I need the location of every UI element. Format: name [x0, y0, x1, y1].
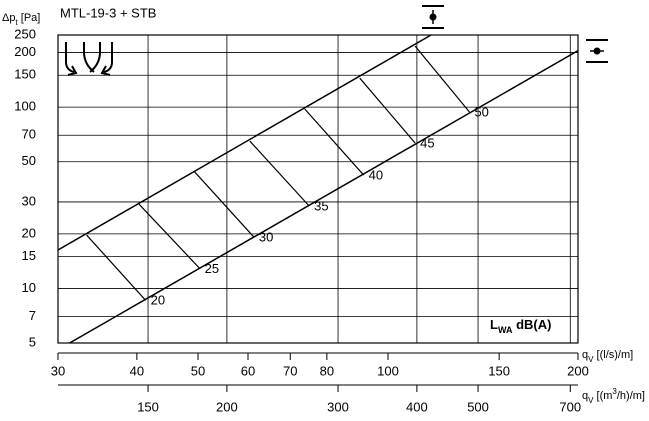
x-tick-label: 30 — [51, 363, 65, 378]
noise-label: 30 — [259, 230, 273, 245]
x-tick-label: 150 — [488, 363, 510, 378]
x2-tick-label: 300 — [327, 399, 349, 414]
noise-label: 25 — [205, 261, 219, 276]
y-tick-label: 30 — [22, 193, 36, 208]
legend-label: LWA dB(A) — [490, 317, 551, 335]
y-tick-label: 50 — [22, 153, 36, 168]
noise-isoline — [414, 45, 470, 113]
y-tick-label: 5 — [29, 334, 36, 349]
noise-label: 20 — [151, 293, 165, 308]
noise-label: 50 — [474, 104, 488, 119]
x-tick-label: 40 — [130, 363, 144, 378]
y-tick-label: 15 — [22, 248, 36, 263]
grid — [58, 34, 578, 344]
y-tick-label: 10 — [22, 280, 36, 295]
y-tick-label: 20 — [22, 225, 36, 240]
y-tick-label: 150 — [14, 67, 36, 82]
y-axis-label: Δpt [Pa] — [2, 12, 40, 27]
noise-label: 45 — [420, 135, 434, 150]
x-tick-label: 70 — [283, 363, 297, 378]
noise-isoline — [194, 171, 255, 238]
noise-label: 35 — [314, 198, 328, 213]
x-tick-label: 60 — [241, 363, 255, 378]
x2-tick-label: 500 — [467, 399, 489, 414]
x2-tick-label: 400 — [406, 399, 428, 414]
noise-isoline — [138, 203, 201, 269]
y-tick-label: 7 — [29, 308, 36, 323]
side-icon — [586, 39, 608, 63]
x-tick-label: 80 — [320, 363, 334, 378]
y-tick-label: 200 — [14, 44, 36, 59]
x-tick-label: 200 — [567, 363, 589, 378]
plot-frame — [57, 34, 579, 344]
noise-label: 40 — [369, 168, 383, 183]
curve — [58, 35, 432, 251]
x2-tick-label: 200 — [216, 399, 238, 414]
noise-isoline — [86, 234, 147, 301]
x-tick-label: 100 — [377, 363, 399, 378]
x-tick-label: 50 — [191, 363, 205, 378]
y-tick-label: 100 — [14, 99, 36, 114]
top-icon — [422, 5, 444, 29]
y-tick-label: 250 — [14, 26, 36, 41]
x2-tick-label: 150 — [137, 399, 159, 414]
x-axis-label: qV [(l/s)/m] — [582, 349, 633, 364]
lines — [58, 35, 578, 343]
noise-isoline — [249, 140, 310, 207]
curve — [69, 49, 578, 343]
y-tick-label: 70 — [22, 127, 36, 142]
airflow-icon — [65, 42, 113, 76]
x2-tick-label: 700 — [559, 399, 581, 414]
noise-isoline — [304, 108, 365, 176]
title: MTL-19-3 + STB — [60, 5, 156, 20]
x2-axis-label: qV [(m3/h)/m] — [582, 387, 645, 405]
noise-isoline — [359, 77, 416, 144]
